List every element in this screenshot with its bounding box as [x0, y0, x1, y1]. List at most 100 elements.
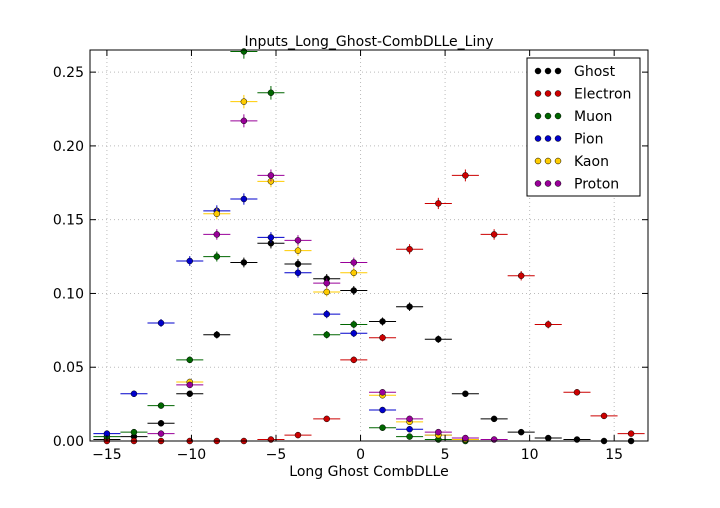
data-point	[186, 381, 194, 389]
data-point	[213, 331, 221, 339]
legend-marker	[534, 135, 542, 142]
data-point	[379, 389, 386, 396]
legend-box	[526, 57, 641, 197]
data-point	[573, 436, 581, 443]
x-tick-label: −5	[266, 447, 287, 463]
data-point	[379, 406, 386, 414]
data-point	[406, 433, 413, 440]
data-point	[240, 98, 248, 105]
data-point	[406, 425, 413, 433]
data-point	[379, 318, 386, 325]
chart-title: Inputs_Long_Ghost-CombDLLe_Liny	[244, 34, 493, 50]
legend-marker	[554, 67, 562, 75]
y-tick-label: 0.20	[53, 139, 84, 155]
data-point	[130, 390, 138, 398]
data-point	[294, 269, 302, 277]
data-point	[600, 412, 608, 420]
legend-label-kaon: Kaon	[574, 154, 609, 170]
y-tick-label: 0.00	[53, 434, 84, 450]
legend-marker	[544, 90, 552, 97]
series-proton	[147, 114, 508, 443]
data-point	[462, 390, 469, 398]
data-point	[267, 436, 275, 443]
x-axis-label: Long Ghost CombDLLe	[289, 464, 448, 480]
legend-label-ghost: Ghost	[574, 64, 616, 80]
data-point	[294, 237, 302, 244]
data-point	[294, 260, 302, 268]
x-tick-label: −15	[92, 447, 122, 463]
data-point	[462, 172, 469, 179]
data-point	[406, 303, 413, 310]
axis-ticks: −15 −10 −5 0 5 10 15 0.00 0.05 0.10 0.15 0.20 0.25	[53, 50, 648, 463]
x-tick-label: 15	[605, 447, 623, 463]
data-point	[157, 430, 165, 437]
legend-label-muon: Muon	[574, 109, 612, 125]
legend-marker	[544, 67, 552, 75]
legend-marker	[554, 157, 562, 165]
legend-marker	[544, 180, 552, 187]
data-point	[213, 231, 221, 238]
data-point	[350, 330, 358, 337]
x-tick-label: −10	[177, 447, 207, 463]
data-point	[350, 269, 358, 277]
data-point	[323, 331, 330, 339]
x-tick-label: 0	[356, 447, 365, 463]
legend-marker	[554, 112, 562, 120]
data-point	[350, 356, 358, 364]
data-point	[627, 430, 635, 437]
data-point	[323, 279, 330, 287]
data-point	[267, 172, 275, 179]
series-ghost	[93, 238, 645, 445]
data-point	[323, 310, 330, 318]
data-point	[186, 257, 194, 265]
legend-marker	[534, 90, 542, 97]
data-point	[406, 415, 413, 423]
legend-marker	[534, 112, 542, 120]
legend-marker	[544, 112, 552, 120]
data-point	[379, 334, 386, 341]
x-tick-label: 5	[441, 447, 450, 463]
legend-marker	[554, 135, 562, 142]
data-point	[267, 234, 275, 241]
data-point	[157, 319, 165, 327]
data-point	[323, 415, 330, 423]
data-point	[517, 428, 525, 436]
plot-frame	[89, 49, 649, 442]
data-point	[130, 428, 138, 436]
legend-marker	[554, 90, 562, 97]
data-point	[544, 434, 552, 442]
data-point	[350, 321, 358, 328]
data-point	[435, 428, 442, 436]
data-point	[294, 431, 302, 439]
legend: Ghost Electron Muon Pion Kaon Proton	[526, 57, 641, 197]
legend-label-electron: Electron	[574, 87, 631, 103]
data-point	[379, 424, 386, 431]
data-point	[573, 389, 581, 396]
legend-label-pion: Pion	[574, 132, 603, 148]
data-point	[213, 253, 221, 260]
data-point	[267, 89, 275, 97]
data-point	[490, 231, 498, 238]
x-tick-label: 10	[521, 447, 539, 463]
legend-marker	[554, 180, 562, 187]
data-point	[462, 434, 469, 442]
data-point	[213, 210, 221, 218]
data-point	[544, 321, 552, 328]
data-point	[406, 245, 413, 253]
data-point	[350, 259, 358, 266]
y-tick-label: 0.15	[53, 213, 84, 229]
legend-marker	[534, 157, 542, 165]
data-point	[186, 356, 194, 364]
data-point	[350, 287, 358, 294]
y-tick-label: 0.05	[53, 360, 84, 376]
legend-marker	[544, 157, 552, 165]
legend-label-proton: Proton	[574, 177, 619, 193]
legend-marker	[534, 67, 542, 75]
data-point	[490, 436, 498, 443]
legend-marker	[534, 180, 542, 187]
data-point	[323, 288, 330, 296]
data-point	[490, 415, 498, 423]
data-point	[240, 195, 248, 203]
